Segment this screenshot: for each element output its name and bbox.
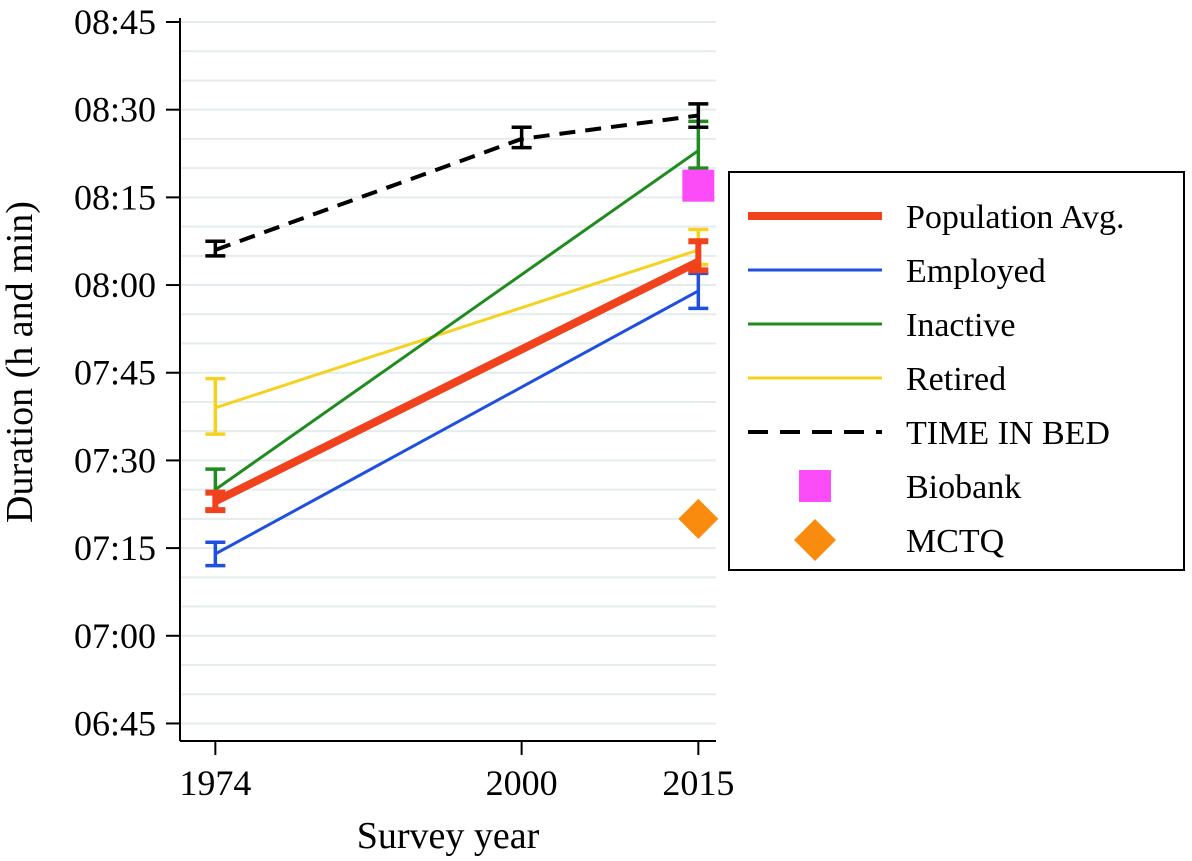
y-tick-label: 08:15 (74, 177, 156, 217)
y-axis-title: Duration (h and min) (0, 201, 41, 523)
error-bar (205, 239, 226, 258)
legend-label: Employed (906, 253, 1046, 290)
error-bar (205, 376, 226, 436)
y-tick-label: 07:15 (74, 528, 156, 568)
plot-area (205, 102, 719, 568)
legend-label: Biobank (906, 469, 1021, 506)
marker-biobank (682, 169, 715, 202)
series-line (213, 258, 701, 505)
legend-label: Inactive (906, 307, 1016, 344)
marker-mctq (678, 498, 719, 539)
error-bar (688, 238, 709, 274)
legend: Population Avg. Employed Inactive Retired TI… (728, 171, 1185, 571)
series-line (214, 113, 699, 252)
legend-box (728, 171, 1185, 571)
error-bar (688, 102, 709, 129)
series-line (214, 248, 699, 410)
y-tick-label: 06:45 (74, 703, 156, 743)
x-tick-label: 2000 (486, 763, 558, 803)
y-tick-label: 07:30 (74, 440, 156, 480)
legend-label: TIME IN BED (906, 415, 1110, 452)
y-tick-label: 07:00 (74, 616, 156, 656)
legend-swatch-biobank (799, 470, 831, 502)
y-tick-label: 08:00 (74, 265, 156, 305)
error-bar (205, 540, 226, 568)
series-line (214, 289, 700, 556)
x-tick-label: 1974 (179, 763, 251, 803)
y-tick-label: 08:30 (74, 90, 156, 130)
x-axis-title: Survey year (357, 815, 540, 857)
legend-label: Population Avg. (906, 199, 1125, 236)
error-bar (205, 489, 226, 514)
error-bar (511, 125, 532, 150)
y-tick-label: 07:45 (74, 353, 156, 393)
error-bar (688, 271, 709, 311)
axes: 06:45 07:00 07:15 07:30 07:45 08:00 08:15 08:30… (74, 2, 734, 803)
gridlines (180, 21, 716, 725)
legend-label: MCTQ (906, 523, 1004, 560)
legend-swatch-mctq (794, 519, 836, 561)
series-line (214, 149, 700, 491)
y-tick-label: 08:45 (74, 2, 156, 42)
x-tick-label: 2015 (662, 763, 734, 803)
legend-label: Retired (906, 361, 1006, 398)
